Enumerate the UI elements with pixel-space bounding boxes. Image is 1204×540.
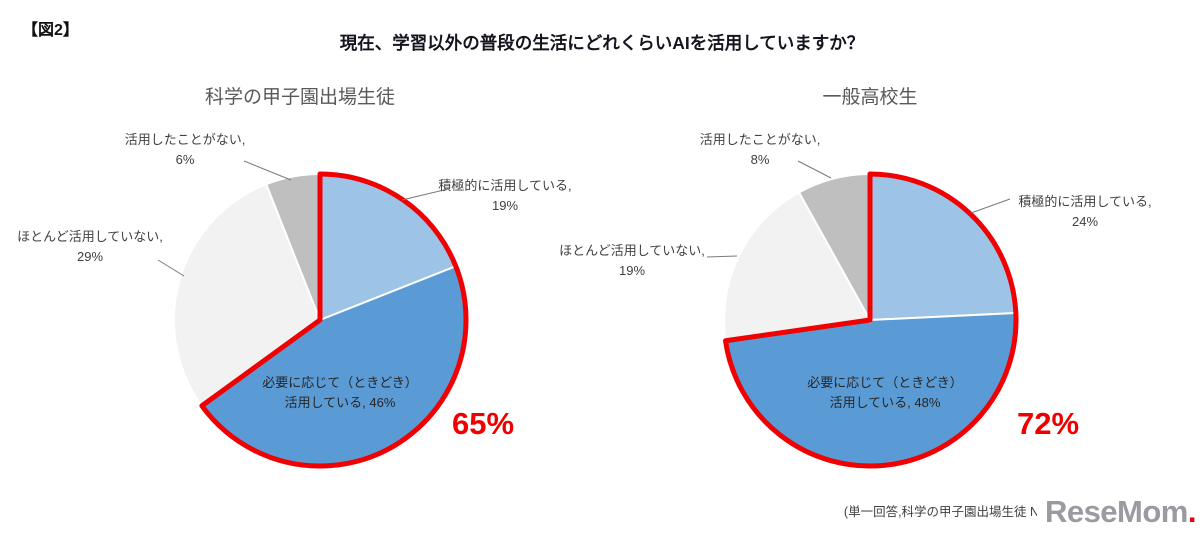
callout-line: ほとんど活用していない, (559, 243, 705, 258)
figure-tag: 【図2】 (22, 22, 79, 39)
pie-chart-general-students (722, 171, 1019, 469)
callout-line: 29% (76, 249, 104, 265)
highlight-outline (199, 171, 469, 469)
left-chart-subtitle: 科学の甲子園出場生徒 (204, 87, 395, 108)
callout-line: 19% (618, 263, 646, 279)
watermark-text: ReseMom (1044, 494, 1188, 529)
callout-never-left: 活用したことがない, 6% (105, 130, 265, 170)
right-chart-subtitle: 一般高校生 (822, 87, 918, 108)
callout-rarely-left: ほとんど活用していない, 29% (10, 227, 170, 267)
callout-line: 8% (750, 152, 770, 168)
pie-slice (723, 191, 872, 342)
highlight-outline (722, 171, 1019, 469)
callout-active-left: 積極的に活用している, 19% (425, 176, 585, 216)
callout-line: 活用したことがない, (699, 132, 821, 147)
callout-sometimes-left: 必要に応じて（ときどき） 活用している, 46% (240, 373, 440, 413)
callout-active-right: 積極的に活用している, 24% (1005, 192, 1165, 232)
callout-line: 24% (1071, 214, 1099, 230)
callout-line: 必要に応じて（ときどき） (262, 375, 418, 390)
callout-line: 積極的に活用している, (438, 178, 572, 193)
pie-chart-science-koshien (173, 171, 469, 469)
callout-rarely-right: ほとんど活用していない, 19% (552, 241, 712, 281)
callout-never-right: 活用したことがない, 8% (680, 130, 840, 170)
resemom-watermark: ReseMom. (1036, 492, 1198, 534)
callout-sometimes-right: 必要に応じて（ときどき） 活用している, 48% (785, 373, 985, 413)
callout-line: 積極的に活用している, (1018, 194, 1152, 209)
highlight-percent-right: 72% (1017, 406, 1080, 441)
highlight-percent-left: 65% (452, 406, 515, 441)
callout-line: 6% (175, 152, 195, 168)
callout-line: 活用したことがない, (124, 132, 246, 147)
callout-line: 必要に応じて（ときどき） (807, 375, 963, 390)
watermark-dot: . (1187, 494, 1197, 529)
chart-title: 現在、学習以外の普段の生活にどれくらいAIを活用していますか？ (339, 33, 865, 53)
callout-line: 19% (491, 198, 519, 214)
callout-line: ほとんど活用していない, (17, 229, 163, 244)
callout-line: 活用している, 48% (829, 395, 941, 411)
callout-line: 活用している, 46% (284, 395, 396, 411)
pie-slice (173, 182, 322, 408)
